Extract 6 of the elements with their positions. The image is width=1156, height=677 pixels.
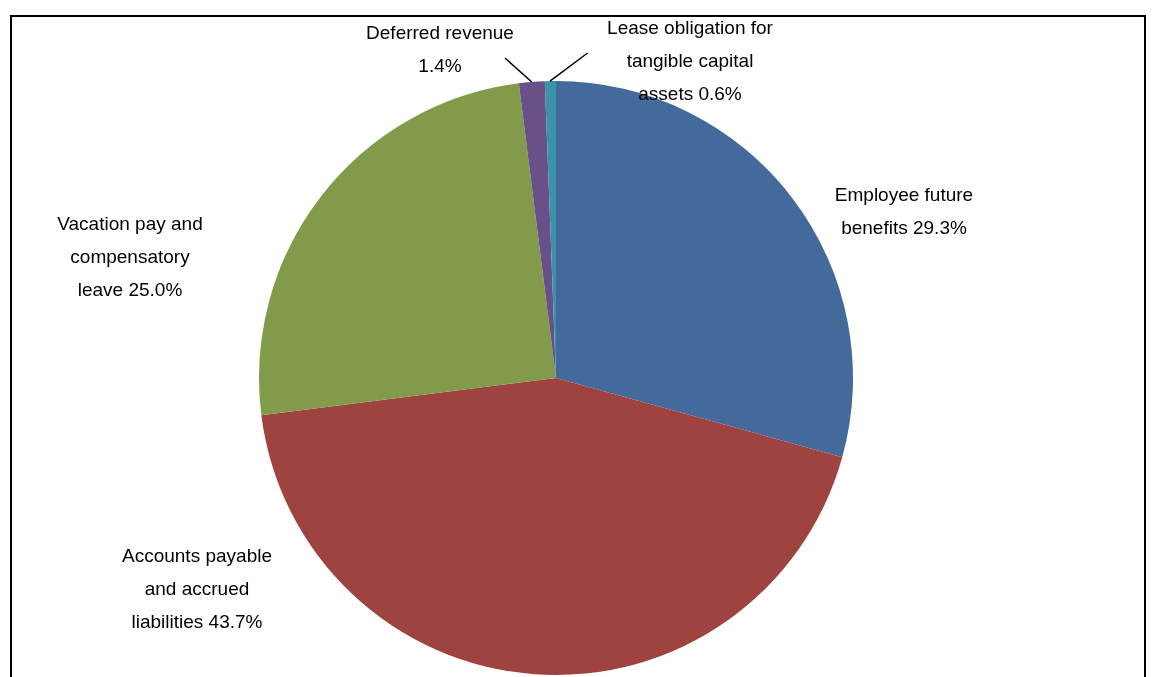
slice-label: Employee future benefits 29.3% [834,183,974,238]
slice-label: Deferred revenue [366,21,514,43]
slice-label: Accounts payable and accrued liabilities 43.7% [122,545,272,633]
data-label: 1.4% [418,54,462,76]
slice-label: Vacation pay and compensatory leave 25.0% [57,213,203,301]
slice-label: Lease obligation for tangible capital assets 0.6% [607,17,774,105]
